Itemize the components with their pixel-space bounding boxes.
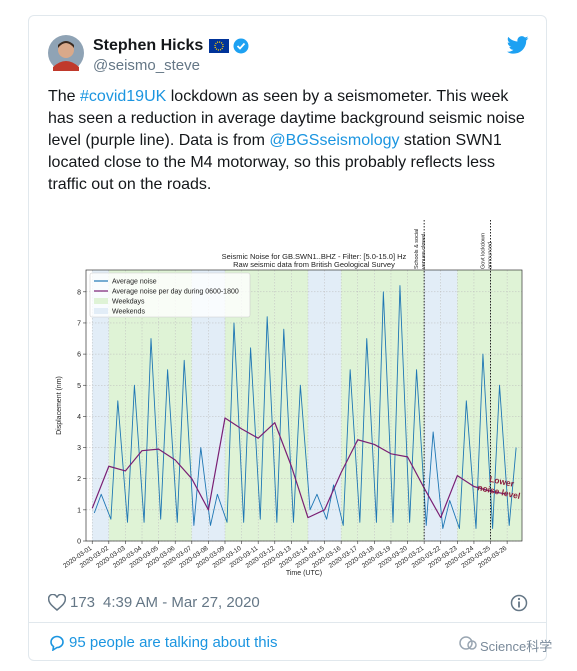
event-label: Govt lockdown (481, 233, 487, 269)
y-axis-label: Displacement (nm) (56, 376, 63, 435)
day-shading (424, 270, 441, 541)
user-name[interactable]: Stephen Hicks (93, 37, 204, 54)
event-label: announced (488, 242, 494, 269)
y-tick-label: 0 (77, 539, 81, 546)
day-shading (324, 270, 342, 541)
watermark-icon (459, 636, 477, 650)
event-label: Schools & social (414, 229, 420, 269)
hashtag-link[interactable]: #covid19UK (80, 88, 167, 105)
legend-swatch (94, 298, 108, 304)
chart: 0123456782020-03-012020-03-022020-03-032… (56, 220, 523, 577)
y-tick-label: 1 (77, 507, 81, 514)
legend: Average noise Average noise per day durin… (89, 272, 251, 318)
y-tick-label: 4 (77, 414, 81, 421)
like-icon[interactable] (48, 594, 66, 611)
tweet-text: The #covid19UK lockdown as seen by a sei… (48, 86, 528, 196)
divider (29, 622, 546, 623)
tweet-card (28, 15, 547, 661)
user-handle[interactable]: @seismo_steve (93, 57, 200, 74)
text: lockdown as seen by a seismometer. This … (48, 88, 525, 149)
twitter-logo[interactable] (507, 36, 529, 54)
event-label: venues closed (421, 234, 427, 269)
y-tick-label: 2 (77, 476, 81, 483)
conversation-link[interactable]: 95 people are talking about this (69, 634, 278, 651)
series-line (93, 285, 517, 529)
day-shading (258, 270, 275, 541)
legend-label: Weekends (112, 309, 145, 316)
legend-swatch (94, 308, 108, 314)
y-tick-label: 3 (77, 445, 81, 452)
y-tick-label: 7 (77, 320, 81, 327)
text: The (48, 88, 81, 105)
legend-box (89, 272, 251, 318)
like-count[interactable]: 173 (70, 594, 96, 611)
y-tick-label: 5 (77, 383, 81, 390)
badges (209, 38, 249, 54)
day-shading (374, 270, 391, 541)
series-line (91, 417, 508, 519)
day-shading (473, 270, 491, 541)
legend-label: Average noise (112, 279, 157, 286)
reply-icon[interactable] (48, 634, 65, 651)
day-shading (307, 270, 325, 541)
day-shading (440, 270, 458, 541)
day-shading (341, 270, 358, 541)
y-tick-label: 6 (77, 352, 81, 359)
day-shading (92, 270, 109, 541)
legend-label: Average noise per day during 0600-1800 (112, 289, 239, 296)
y-tick-label: 8 (77, 289, 81, 296)
text: station SWN1 located close to the M4 mot… (48, 132, 502, 193)
day-shading (208, 270, 225, 541)
day-shading (507, 270, 522, 541)
legend-label: Weekdays (112, 299, 145, 306)
plot-frame (85, 269, 523, 542)
chart-subtitle: Raw seismic data from British Geological… (233, 260, 395, 269)
day-shading (390, 270, 408, 541)
day-shading (407, 270, 425, 541)
timestamp[interactable]: 4:39 AM - Mar 27, 2020 (103, 594, 260, 611)
watermark: Science科学 (480, 639, 553, 654)
mention-link[interactable]: @BGSseismology (269, 132, 400, 149)
info-icon[interactable] (510, 594, 528, 612)
chart-title: Seismic Noise for GB.SWN1..BHZ - Filter:… (222, 252, 407, 261)
avatar[interactable] (48, 35, 84, 71)
x-axis-label: Time (UTC) (286, 570, 322, 577)
